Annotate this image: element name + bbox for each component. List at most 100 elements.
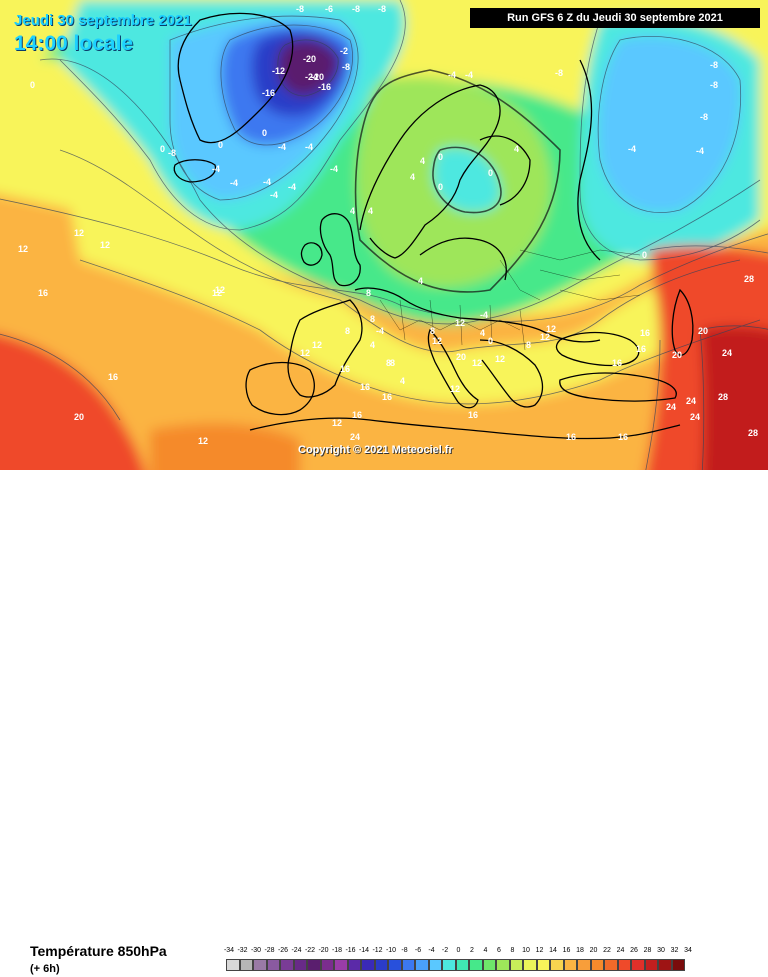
scale-swatch bbox=[577, 959, 591, 971]
isotherm-label: 12 bbox=[332, 418, 342, 428]
isotherm-label: 4 bbox=[480, 328, 485, 338]
isotherm-label: -20 bbox=[311, 72, 324, 82]
isotherm-label: -8 bbox=[296, 4, 304, 14]
isotherm-label: 4 bbox=[370, 340, 375, 350]
lead-time: (+ 6h) bbox=[30, 963, 60, 975]
scale-swatch bbox=[334, 959, 348, 971]
model-run-label: Run GFS 6 Z du Jeudi 30 septembre 2021 bbox=[470, 8, 760, 28]
isotherm-label: 16 bbox=[566, 432, 576, 442]
isotherm-label: 20 bbox=[672, 350, 682, 360]
isotherm-label: -16 bbox=[318, 82, 331, 92]
isotherm-label: 16 bbox=[640, 328, 650, 338]
isotherm-label: -4 bbox=[330, 164, 338, 174]
isotherm-label: 8 bbox=[390, 358, 395, 368]
isotherm-label: 12 bbox=[300, 348, 310, 358]
scale-swatch bbox=[374, 959, 388, 971]
scale-swatch bbox=[442, 959, 456, 971]
isotherm-label: 12 bbox=[100, 240, 110, 250]
scale-swatch bbox=[280, 959, 294, 971]
scale-swatch bbox=[428, 959, 442, 971]
isotherm-lines bbox=[0, 0, 768, 470]
isotherm-label: 16 bbox=[108, 372, 118, 382]
isotherm-label: 8 bbox=[526, 340, 531, 350]
isotherm-label: 24 bbox=[666, 402, 676, 412]
temperature-field bbox=[0, 0, 768, 470]
isotherm-label: 24 bbox=[690, 412, 700, 422]
isotherm-label: -16 bbox=[262, 88, 275, 98]
scale-swatch bbox=[455, 959, 469, 971]
isotherm-label: -4 bbox=[270, 190, 278, 200]
isotherm-label: 8 bbox=[430, 326, 435, 336]
isotherm-label: 4 bbox=[368, 206, 373, 216]
isotherm-label: 24 bbox=[350, 432, 360, 442]
isotherm-label: -8 bbox=[700, 112, 708, 122]
isotherm-label: 12 bbox=[215, 285, 225, 295]
isotherm-label: 24 bbox=[686, 396, 696, 406]
isotherm-label: -8 bbox=[352, 4, 360, 14]
coastlines bbox=[173, 12, 694, 440]
isotherm-label: -4 bbox=[696, 146, 704, 156]
isotherm-label: 4 bbox=[420, 156, 425, 166]
scale-swatch bbox=[658, 959, 672, 971]
isotherm-label: -8 bbox=[378, 4, 386, 14]
isotherm-label: -24 bbox=[305, 72, 318, 82]
isotherm-label: -4 bbox=[480, 310, 488, 320]
isotherm-label: 4 bbox=[350, 206, 355, 216]
scale-swatch bbox=[226, 959, 240, 971]
scale-swatch bbox=[347, 959, 361, 971]
isotherm-label: 12 bbox=[546, 324, 556, 334]
isotherm-label: 24 bbox=[722, 348, 732, 358]
isotherm-label: 0 bbox=[488, 168, 493, 178]
borders bbox=[379, 249, 641, 351]
isotherm-label: 28 bbox=[718, 392, 728, 402]
isotherm-label: 12 bbox=[450, 384, 460, 394]
scale-swatch bbox=[550, 959, 564, 971]
isotherm-label: -12 bbox=[272, 66, 285, 76]
isotherm-label: -8 bbox=[342, 62, 350, 72]
scale-swatch bbox=[536, 959, 550, 971]
isotherm-label: 20 bbox=[456, 352, 466, 362]
scale-swatch bbox=[482, 959, 496, 971]
isotherm-label: 16 bbox=[468, 410, 478, 420]
scale-swatch bbox=[401, 959, 415, 971]
isotherm-label: -4 bbox=[263, 177, 271, 187]
copyright-notice: Copyright © 2021 Meteociel.fr bbox=[298, 444, 453, 456]
isotherm-labels: -8 -6 -8 -8-12-2-20-24-20-16-16-8-4-8-4 -4 -4… bbox=[18, 4, 758, 446]
isotherm-label: 12 bbox=[432, 336, 442, 346]
isotherm-label: 16 bbox=[636, 344, 646, 354]
scale-swatch bbox=[631, 959, 645, 971]
scale-swatch bbox=[415, 959, 429, 971]
forecast-date: Jeudi 30 septembre 2021 bbox=[14, 12, 192, 29]
scale-swatch bbox=[509, 959, 523, 971]
isotherm-label: 8 bbox=[370, 314, 375, 324]
isotherm-label: 12 bbox=[212, 288, 222, 298]
scale-tick-label: 34 bbox=[684, 947, 692, 954]
isotherm-label: -4 bbox=[628, 144, 636, 154]
isotherm-label: 4 bbox=[400, 376, 405, 386]
temperature-map: -8 -6 -8 -8 -12 -2 -20 -24 -20 -16 -16 -8 -4 -8 -4 -4 -4… bbox=[0, 0, 768, 470]
isotherm-label: 16 bbox=[618, 432, 628, 442]
isotherm-label: 4 bbox=[418, 276, 423, 286]
scale-swatch bbox=[253, 959, 267, 971]
isotherm-label: -4 bbox=[212, 164, 220, 174]
isotherm-label: 8 bbox=[345, 326, 350, 336]
isotherm-label: -4 bbox=[305, 142, 313, 152]
isotherm-label: 8 bbox=[386, 358, 391, 368]
isotherm-label: -4 bbox=[448, 70, 456, 80]
parameter-title: Température 850hPa bbox=[30, 943, 167, 959]
isotherm-label: 4 bbox=[410, 172, 415, 182]
isotherm-label: -4 bbox=[288, 182, 296, 192]
scale-swatch bbox=[388, 959, 402, 971]
scale-swatch bbox=[320, 959, 334, 971]
isotherm-label: 12 bbox=[472, 358, 482, 368]
isotherm-label: 0 bbox=[160, 144, 165, 154]
scale-swatch bbox=[496, 959, 510, 971]
isotherm-label: 0 bbox=[438, 182, 443, 192]
isotherm-label: 16 bbox=[612, 358, 622, 368]
isotherm-label: -8 bbox=[710, 60, 718, 70]
isotherm-label: 0 bbox=[642, 250, 647, 260]
isotherm-label: -4 bbox=[376, 326, 384, 336]
isotherm-label: -20 bbox=[303, 54, 316, 64]
isotherm-label: -8 bbox=[168, 148, 176, 158]
isotherm-label: 0 bbox=[262, 128, 267, 138]
